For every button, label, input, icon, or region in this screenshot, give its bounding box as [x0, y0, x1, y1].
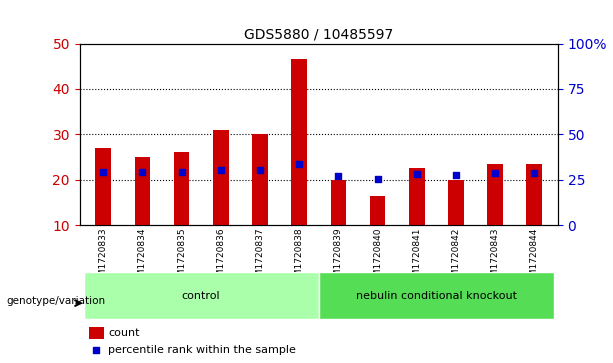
- Bar: [135, 157, 150, 225]
- Text: GSM1720833: GSM1720833: [99, 227, 108, 288]
- Text: percentile rank within the sample: percentile rank within the sample: [109, 345, 296, 355]
- Point: [98, 170, 108, 175]
- Bar: [89, 327, 104, 339]
- Text: GSM1720842: GSM1720842: [451, 227, 460, 288]
- Point: [137, 170, 147, 175]
- Point: [490, 171, 500, 176]
- Point: [177, 168, 186, 175]
- Text: GSM1720836: GSM1720836: [216, 227, 226, 288]
- Text: GSM1720835: GSM1720835: [177, 227, 186, 288]
- Bar: [409, 168, 425, 225]
- Point: [530, 171, 539, 176]
- Text: GSM1720839: GSM1720839: [334, 227, 343, 288]
- Point: [294, 161, 304, 167]
- Point: [91, 347, 101, 353]
- Text: genotype/variation: genotype/variation: [6, 296, 105, 306]
- Text: GSM1720843: GSM1720843: [490, 227, 500, 288]
- FancyBboxPatch shape: [319, 272, 554, 319]
- Bar: [291, 60, 307, 225]
- Bar: [330, 180, 346, 225]
- Bar: [96, 148, 111, 225]
- Bar: [487, 164, 503, 225]
- Text: nebulin conditional knockout: nebulin conditional knockout: [356, 291, 517, 301]
- Text: control: control: [182, 291, 221, 301]
- Point: [333, 173, 343, 179]
- Text: GSM1720841: GSM1720841: [412, 227, 421, 288]
- Title: GDS5880 / 10485597: GDS5880 / 10485597: [244, 27, 394, 41]
- Bar: [252, 134, 268, 225]
- Text: GSM1720840: GSM1720840: [373, 227, 382, 288]
- Bar: [173, 152, 189, 225]
- Point: [373, 176, 383, 182]
- Text: GSM1720834: GSM1720834: [138, 227, 147, 288]
- Bar: [370, 196, 386, 225]
- Point: [412, 171, 422, 177]
- Text: GSM1720837: GSM1720837: [256, 227, 264, 288]
- Bar: [448, 180, 464, 225]
- Text: count: count: [109, 328, 140, 338]
- Point: [451, 172, 461, 178]
- Bar: [213, 130, 229, 225]
- Text: GSM1720844: GSM1720844: [530, 227, 539, 288]
- FancyBboxPatch shape: [83, 272, 319, 319]
- Text: GSM1720838: GSM1720838: [295, 227, 303, 288]
- Point: [255, 167, 265, 172]
- Point: [216, 167, 226, 172]
- Bar: [527, 164, 542, 225]
